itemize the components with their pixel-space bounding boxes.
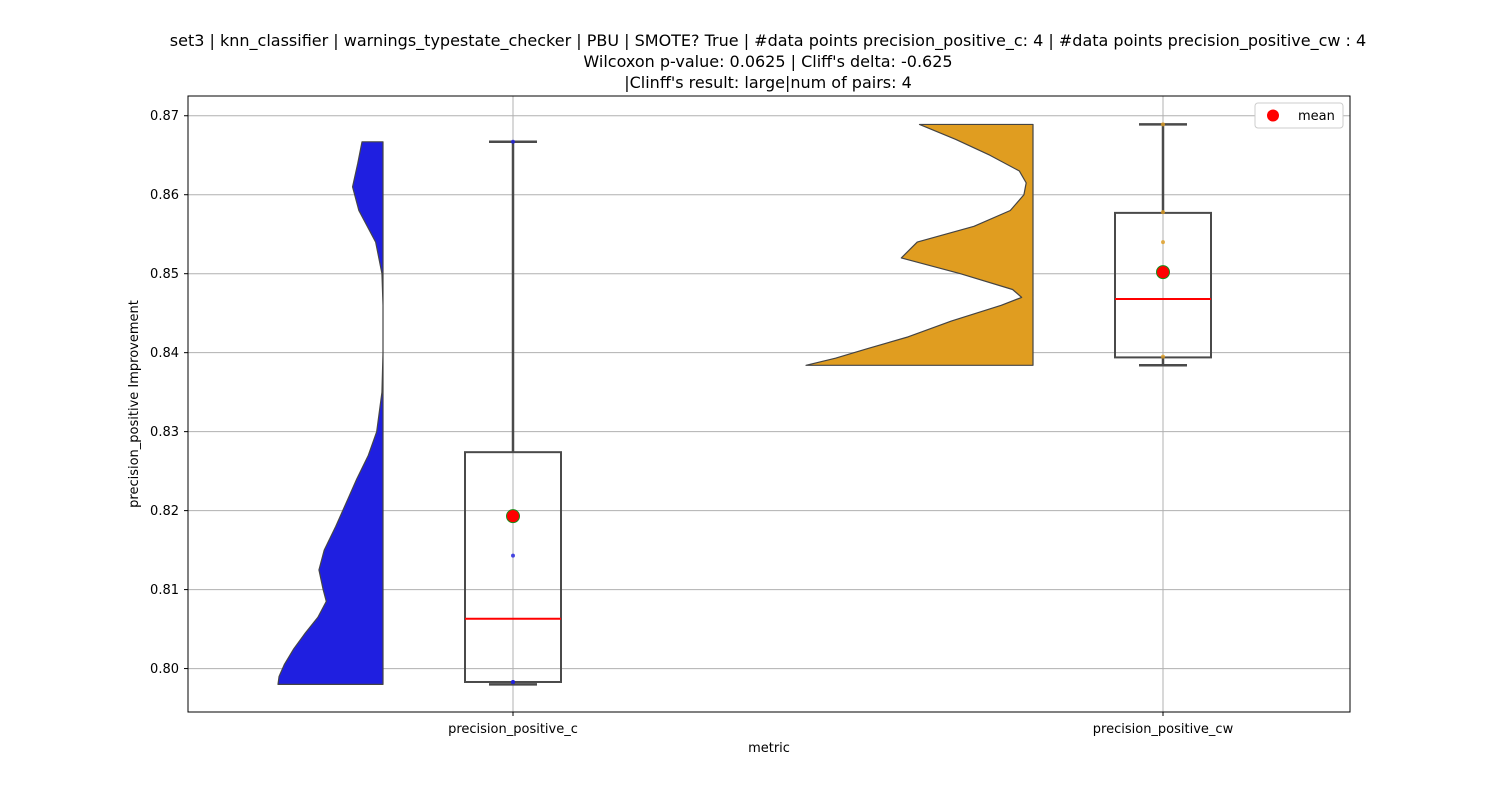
violin-layer <box>277 123 1034 685</box>
y-tick-label: 0.87 <box>150 109 179 124</box>
data-point-precision_positive_cw <box>1161 122 1165 127</box>
legend-box <box>1254 102 1344 129</box>
x-tick-label: precision_positive_c <box>448 722 578 737</box>
chart-title-line-1: set3 | knn_classifier | warnings_typesta… <box>170 31 1366 51</box>
y-tick-label: 0.85 <box>150 267 179 282</box>
y-tick-label: 0.82 <box>150 504 179 519</box>
data-point-precision_positive_cw <box>1161 354 1165 359</box>
y-tick-label: 0.84 <box>150 346 179 361</box>
mean-marker-precision_positive_cw <box>1156 265 1170 280</box>
point-layer <box>506 122 1170 684</box>
y-tick-label: 0.86 <box>150 188 179 203</box>
axis-layer: 0.80 0.81 0.82 0.83 0.84 0.85 0.86 0.87 precisio… <box>150 109 1234 737</box>
legend: mean <box>1254 102 1344 129</box>
data-point-precision_positive_c <box>511 679 515 684</box>
y-axis-label: precision_positive Improvement <box>127 300 142 508</box>
y-tick-label: 0.81 <box>150 583 179 598</box>
data-point-precision_positive_cw <box>1161 210 1165 215</box>
y-tick-label: 0.83 <box>150 425 179 440</box>
violin-precision_positive_cw <box>805 123 1034 366</box>
chart-title-line-3: |Clinff's result: large|num of pairs: 4 <box>624 73 912 92</box>
x-tick-label: precision_positive_cw <box>1093 722 1234 737</box>
violin-precision_positive_c <box>277 141 384 685</box>
legend-mean-label: mean <box>1298 109 1335 124</box>
mean-marker-precision_positive_c <box>506 509 520 524</box>
chart-title-line-2: Wilcoxon p-value: 0.0625 | Cliff's delta… <box>583 52 952 71</box>
legend-mean-marker <box>1267 109 1279 122</box>
x-axis-label: metric <box>748 741 790 756</box>
data-point-precision_positive_cw <box>1161 240 1165 245</box>
data-point-precision_positive_c <box>511 553 515 558</box>
data-point-precision_positive_c <box>511 139 515 144</box>
y-tick-label: 0.80 <box>150 662 179 677</box>
plot-frame <box>187 95 1351 713</box>
